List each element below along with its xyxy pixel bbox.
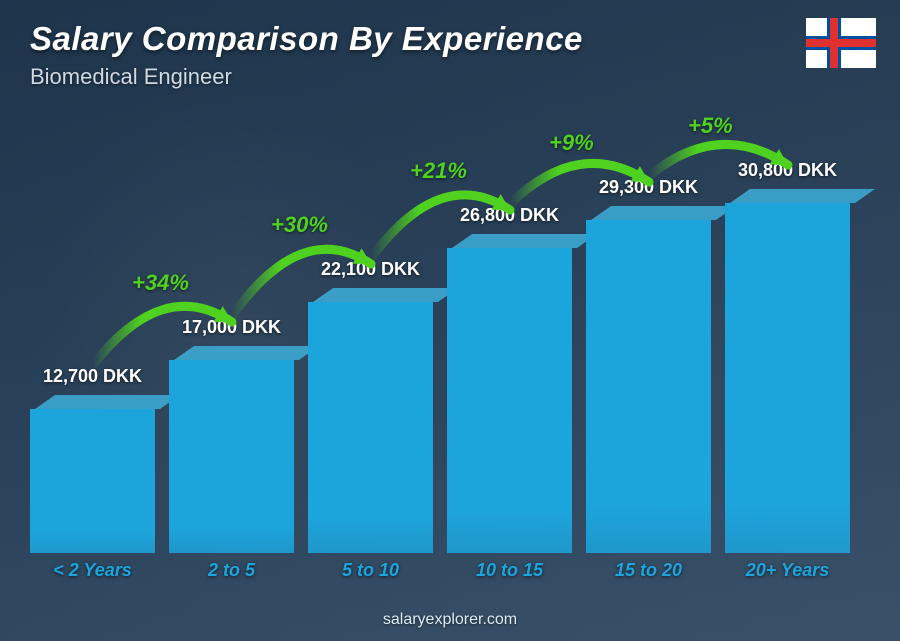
category-row: < 2 Years 2 to 5 5 to 10 10 to 15 15 to 20 20…: [30, 560, 850, 581]
bar-group: 22,100 DKK: [308, 259, 433, 553]
bar: [447, 234, 572, 553]
bar-front-face: [725, 203, 850, 553]
bar-front-face: [30, 409, 155, 553]
category-label: 20+ Years: [725, 560, 850, 581]
bar-top-face: [35, 395, 180, 409]
chart-container: Salary Comparison By Experience Biomedic…: [0, 0, 900, 641]
bar: [169, 346, 294, 553]
bar-top-face: [730, 189, 875, 203]
bar-front-face: [586, 220, 711, 553]
bar-top-face: [452, 234, 597, 248]
bar: [30, 395, 155, 553]
bars-row: 12,700 DKK 17,000 DKK 22,100 DKK 26,800 DKK…: [30, 133, 850, 553]
chart-title: Salary Comparison By Experience: [30, 20, 870, 58]
bar-value-label: 29,300 DKK: [599, 177, 698, 198]
bar-value-label: 30,800 DKK: [738, 160, 837, 181]
footer-source: salaryexplorer.com: [0, 611, 900, 629]
category-label: 15 to 20: [586, 560, 711, 581]
bar-value-label: 22,100 DKK: [321, 259, 420, 280]
bar-top-face: [174, 346, 319, 360]
category-label: 2 to 5: [169, 560, 294, 581]
bar-group: 12,700 DKK: [30, 366, 155, 553]
bar: [586, 206, 711, 553]
bar-value-label: 17,000 DKK: [182, 317, 281, 338]
bar-front-face: [169, 360, 294, 553]
country-flag-icon: [806, 18, 876, 68]
category-label: 5 to 10: [308, 560, 433, 581]
bar-value-label: 12,700 DKK: [43, 366, 142, 387]
chart-subtitle: Biomedical Engineer: [30, 64, 870, 90]
bar: [725, 189, 850, 553]
category-label: < 2 Years: [30, 560, 155, 581]
bar-value-label: 26,800 DKK: [460, 205, 559, 226]
category-label: 10 to 15: [447, 560, 572, 581]
bar-top-face: [591, 206, 736, 220]
bar-group: 29,300 DKK: [586, 177, 711, 553]
bar-front-face: [308, 302, 433, 553]
bar: [308, 288, 433, 553]
chart-area: 12,700 DKK 17,000 DKK 22,100 DKK 26,800 DKK…: [30, 110, 850, 581]
bar-group: 17,000 DKK: [169, 317, 294, 553]
bar-front-face: [447, 248, 572, 553]
bar-group: 26,800 DKK: [447, 205, 572, 553]
bar-group: 30,800 DKK: [725, 160, 850, 553]
bar-top-face: [313, 288, 458, 302]
